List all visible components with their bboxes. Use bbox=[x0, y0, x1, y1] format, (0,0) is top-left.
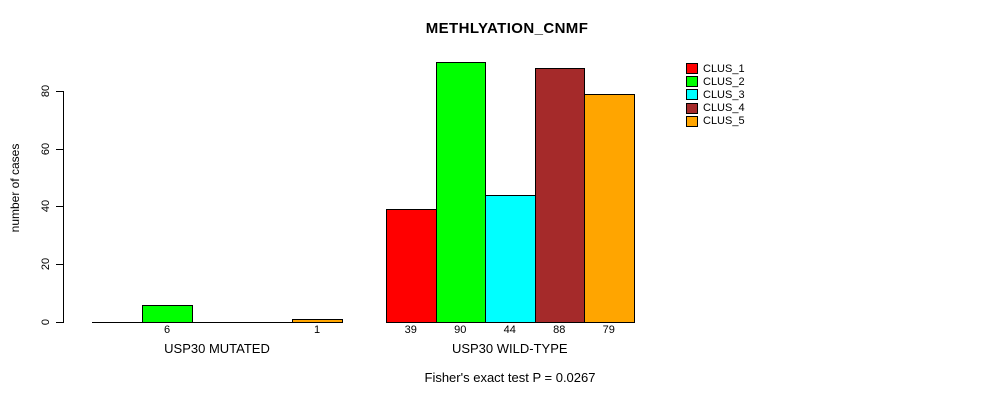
y-tick-label: 20 bbox=[40, 257, 52, 271]
y-tick-label: 0 bbox=[40, 318, 52, 326]
legend-swatch-clus_4 bbox=[686, 102, 698, 114]
bar-value-label: 1 bbox=[313, 324, 321, 336]
y-tick bbox=[56, 264, 63, 265]
legend-swatch-clus_5 bbox=[686, 115, 698, 127]
legend-label: CLUS_1 bbox=[703, 62, 745, 75]
legend-label: CLUS_4 bbox=[703, 102, 745, 115]
legend-swatch-clus_1 bbox=[686, 63, 698, 75]
legend-item-clus_3: CLUS_3 bbox=[686, 88, 745, 101]
bar-value-label: 90 bbox=[454, 324, 467, 336]
bar-clus_5-usp30-wild-type bbox=[584, 94, 635, 323]
bar-value-label: 79 bbox=[602, 324, 615, 336]
legend-item-clus_1: CLUS_1 bbox=[686, 62, 745, 75]
chart-title: METHLYATION_CNMF bbox=[425, 20, 589, 37]
bar-value-label: 88 bbox=[553, 324, 566, 336]
bar-clus_4-usp30-wild-type bbox=[534, 68, 585, 323]
legend-swatch-clus_3 bbox=[686, 89, 698, 101]
bar-value-label: 44 bbox=[503, 324, 516, 336]
bar-clus_5-usp30-mutated bbox=[292, 319, 343, 323]
bar-clus_1-usp30-wild-type bbox=[386, 209, 437, 323]
legend-label: CLUS_3 bbox=[703, 88, 745, 101]
bar-clus_2-usp30-mutated bbox=[142, 305, 193, 323]
y-tick-label: 40 bbox=[40, 199, 52, 213]
y-tick-label: 80 bbox=[40, 84, 52, 98]
legend-label: CLUS_2 bbox=[703, 75, 745, 88]
y-axis-label: number of cases bbox=[8, 143, 22, 233]
bar-value-label: 6 bbox=[163, 324, 171, 336]
y-tick bbox=[56, 322, 63, 323]
bar-clus_1-usp30-mutated-zero bbox=[92, 322, 143, 323]
legend-label: CLUS_5 bbox=[703, 115, 745, 128]
legend-item-clus_5: CLUS_5 bbox=[686, 115, 745, 128]
y-tick bbox=[56, 206, 63, 207]
bar-clus_4-usp30-mutated-zero bbox=[242, 322, 293, 323]
bar-clus_3-usp30-mutated-zero bbox=[192, 322, 243, 323]
legend-swatch-clus_2 bbox=[686, 76, 698, 88]
legend-item-clus_4: CLUS_4 bbox=[686, 102, 745, 115]
legend-item-clus_2: CLUS_2 bbox=[686, 75, 745, 88]
y-tick bbox=[56, 91, 63, 92]
y-tick-label: 60 bbox=[40, 142, 52, 156]
y-tick bbox=[56, 149, 63, 150]
bar-clus_3-usp30-wild-type bbox=[485, 195, 536, 323]
bar-clus_2-usp30-wild-type bbox=[435, 62, 486, 323]
group-label-usp30-mutated: USP30 MUTATED bbox=[164, 341, 270, 356]
y-axis-line bbox=[63, 91, 64, 323]
fisher-test-annotation: Fisher's exact test P = 0.0267 bbox=[424, 370, 596, 385]
group-label-usp30-wild-type: USP30 WILD-TYPE bbox=[451, 341, 568, 356]
legend: CLUS_1 CLUS_2 CLUS_3 CLUS_4 CLUS_5 bbox=[686, 62, 745, 128]
bar-value-label: 39 bbox=[404, 324, 417, 336]
